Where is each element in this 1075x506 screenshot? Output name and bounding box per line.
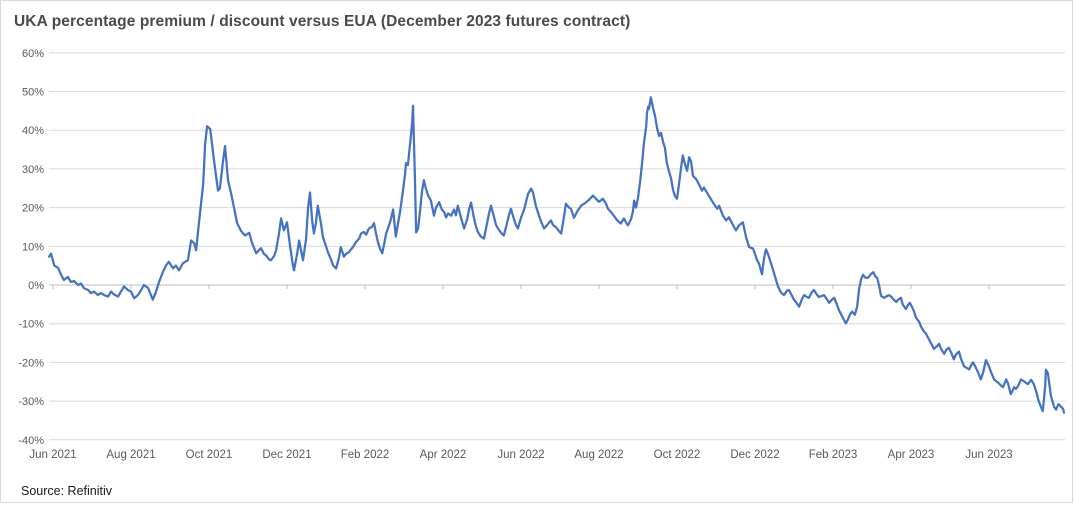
x-tick-label: Feb 2022 <box>341 449 390 461</box>
x-tick-label: Dec 2021 <box>262 449 311 461</box>
y-tick-label: -40% <box>18 435 44 447</box>
y-tick-label: 30% <box>22 164 44 176</box>
y-tick-label: -10% <box>18 319 44 331</box>
x-tick-label: Jun 2023 <box>965 449 1012 461</box>
y-tick-label: 40% <box>22 125 44 137</box>
y-tick-label: 10% <box>22 241 44 253</box>
x-tick-label: Aug 2022 <box>574 449 623 461</box>
x-tick-label: Oct 2022 <box>654 449 701 461</box>
y-tick-label: 50% <box>22 87 44 99</box>
source-label: Source: Refinitiv <box>21 484 113 498</box>
x-tick-label: Aug 2021 <box>106 449 155 461</box>
y-tick-label: 60% <box>22 48 44 60</box>
x-tick-label: Apr 2023 <box>888 449 935 461</box>
chart-title: UKA percentage premium / discount versus… <box>14 13 631 30</box>
x-tick-label: Oct 2021 <box>186 449 233 461</box>
y-tick-label: -20% <box>18 357 44 369</box>
x-tick-label: Dec 2022 <box>730 449 779 461</box>
x-tick-label: Jun 2021 <box>29 449 76 461</box>
y-tick-label: 20% <box>22 203 44 215</box>
y-tick-label: 0% <box>28 280 44 292</box>
series-line <box>47 96 1066 414</box>
x-tick-label: Jun 2022 <box>497 449 544 461</box>
x-tick-label: Apr 2022 <box>420 449 467 461</box>
y-tick-label: -30% <box>18 396 44 408</box>
x-tick-label: Feb 2023 <box>809 449 858 461</box>
